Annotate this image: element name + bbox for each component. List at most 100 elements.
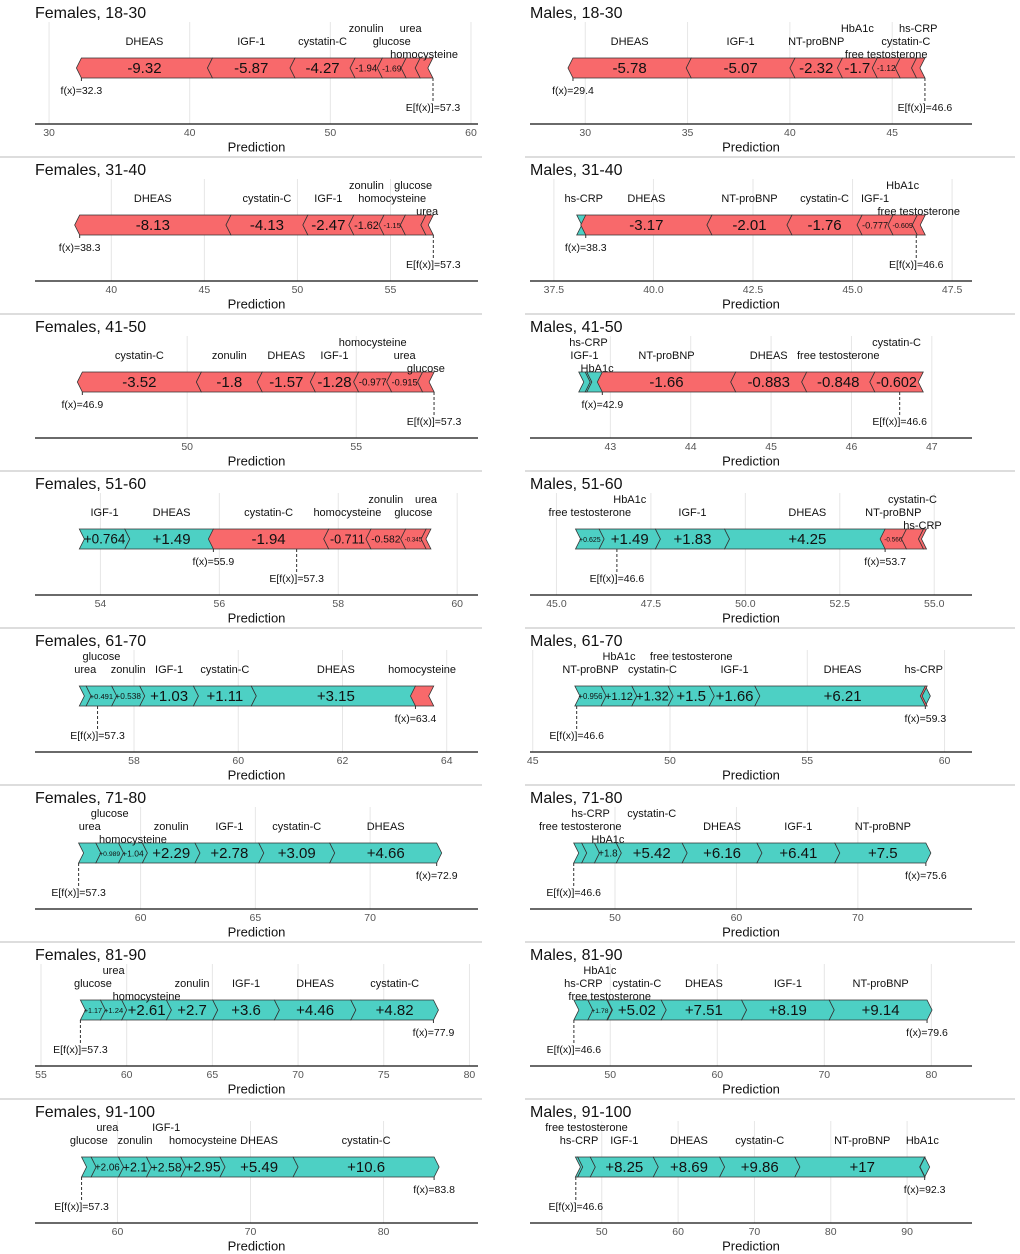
value-label: +5.02 <box>618 1002 656 1019</box>
x-tick-label: 90 <box>901 1226 913 1238</box>
x-tick-label: 70 <box>749 1226 761 1238</box>
feature-name: NT-proBNP <box>865 507 921 519</box>
feature-name: homocysteine <box>313 507 381 519</box>
value-label: +1.49 <box>611 531 649 548</box>
value-label: -2.47 <box>311 217 345 234</box>
feature-name: glucose <box>394 507 432 519</box>
value-label: -0.977 <box>359 378 387 389</box>
value-label: +1.32 <box>636 688 669 703</box>
value-label: +2.1 <box>123 1160 148 1174</box>
value-label: -5.78 <box>613 60 647 77</box>
panel-title: Females, 91-100 <box>35 1104 155 1121</box>
x-tick-label: 80 <box>925 1069 937 1081</box>
panel-title: Females, 61-70 <box>35 633 146 650</box>
feature-name: glucose <box>407 363 445 375</box>
force-bar <box>911 57 926 79</box>
value-label: -0.848 <box>817 374 860 391</box>
feature-name: free testosterone <box>650 651 733 663</box>
feature-name: hs-CRP <box>560 1135 599 1147</box>
x-tick-label: 60 <box>121 1069 133 1081</box>
value-label: -1.8 <box>216 374 242 391</box>
x-tick-label: 46 <box>846 441 858 453</box>
feature-name: hs-CRP <box>899 23 938 35</box>
panel-title: Females, 81-90 <box>35 947 146 964</box>
feature-name: IGF-1 <box>215 821 243 833</box>
feature-name: cystatin-C <box>881 36 930 48</box>
value-label: -1.76 <box>807 217 841 234</box>
value-label: -1.66 <box>649 374 683 391</box>
feature-name: HbA1c <box>583 965 617 977</box>
x-tick-label: 60 <box>465 127 477 139</box>
x-axis-label: Prediction <box>228 139 286 154</box>
x-tick-label: 55.0 <box>924 598 945 610</box>
force-bar <box>911 214 926 236</box>
x-tick-label: 35 <box>682 127 694 139</box>
value-label: +2.58 <box>151 1160 182 1174</box>
value-label: +1.83 <box>674 531 712 548</box>
value-label: -8.13 <box>136 217 170 234</box>
feature-name: glucose <box>70 1135 108 1147</box>
feature-name: cystatin-C <box>800 193 849 205</box>
feature-name: zonulin <box>111 664 146 676</box>
feature-name: DHEAS <box>134 193 172 205</box>
value-label: +3.6 <box>231 1002 261 1019</box>
feature-name: NT-proBNP <box>855 821 911 833</box>
x-axis-label: Prediction <box>722 1238 780 1253</box>
panel: Males, 81-90 50 60 70 80 Prediction hs-CRP +1.7… <box>525 947 1015 1100</box>
x-tick-label: 45.0 <box>546 598 567 610</box>
value-label: -3.17 <box>629 217 663 234</box>
feature-name: free testosterone <box>545 1122 628 1134</box>
value-label: -4.27 <box>305 60 339 77</box>
feature-name: glucose <box>74 978 112 990</box>
x-tick-label: 60 <box>939 755 951 767</box>
force-bar <box>918 528 928 550</box>
x-tick-label: 60 <box>451 598 463 610</box>
x-tick-label: 45 <box>199 284 211 296</box>
x-axis-label: Prediction <box>228 1238 286 1253</box>
value-label: +2.06 <box>95 1163 120 1174</box>
x-tick-label: 62 <box>337 755 349 767</box>
value-label: +8.69 <box>670 1159 708 1176</box>
force-bar <box>869 371 924 393</box>
value-label: +6.41 <box>779 845 817 862</box>
output-label: f(x)=38.3 <box>59 242 101 254</box>
base-label: E[f(x)]=57.3 <box>54 1201 109 1213</box>
value-label: -1.15 <box>384 221 401 230</box>
feature-name: hs-CRP <box>903 520 942 532</box>
x-tick-label: 55 <box>35 1069 47 1081</box>
value-label: +9.14 <box>862 1002 900 1019</box>
value-label: +5.42 <box>633 845 671 862</box>
feature-name: DHEAS <box>125 36 163 48</box>
panel: Females, 71-80 60 65 70 Prediction urea +0.989… <box>0 790 482 943</box>
feature-name: DHEAS <box>627 193 665 205</box>
value-label: +4.46 <box>296 1002 334 1019</box>
value-label: -0.711 <box>330 532 365 546</box>
value-label: +7.5 <box>868 845 898 862</box>
feature-name: hs-CRP <box>564 978 603 990</box>
feature-name: NT-proBNP <box>853 978 909 990</box>
output-label: f(x)=77.9 <box>413 1027 455 1039</box>
value-label: +0.956 <box>578 692 602 701</box>
feature-name: urea <box>79 821 102 833</box>
feature-name: homocysteine <box>169 1135 237 1147</box>
x-tick-label: 54 <box>95 598 107 610</box>
value-label: +1.12 <box>605 691 633 703</box>
force-bar <box>420 528 432 550</box>
x-tick-label: 30 <box>579 127 591 139</box>
value-label: +0.625 <box>579 537 601 544</box>
feature-name: cystatin-C <box>627 808 676 820</box>
value-label: -1.12 <box>877 64 896 73</box>
x-tick-label: 80 <box>464 1069 476 1081</box>
feature-name: IGF-1 <box>610 1135 638 1147</box>
panel-title: Females, 18-30 <box>35 5 146 22</box>
panel-title: Females, 71-80 <box>35 790 146 807</box>
x-tick-label: 47.5 <box>641 598 662 610</box>
feature-name: HbA1c <box>602 651 636 663</box>
value-label: +1.11 <box>206 688 243 705</box>
base-label: E[f(x)]=57.3 <box>53 1044 108 1056</box>
feature-name: zonulin <box>154 821 189 833</box>
x-axis-label: Prediction <box>722 767 780 782</box>
output-label: f(x)=79.6 <box>906 1027 948 1039</box>
output-label: f(x)=59.3 <box>904 713 946 725</box>
